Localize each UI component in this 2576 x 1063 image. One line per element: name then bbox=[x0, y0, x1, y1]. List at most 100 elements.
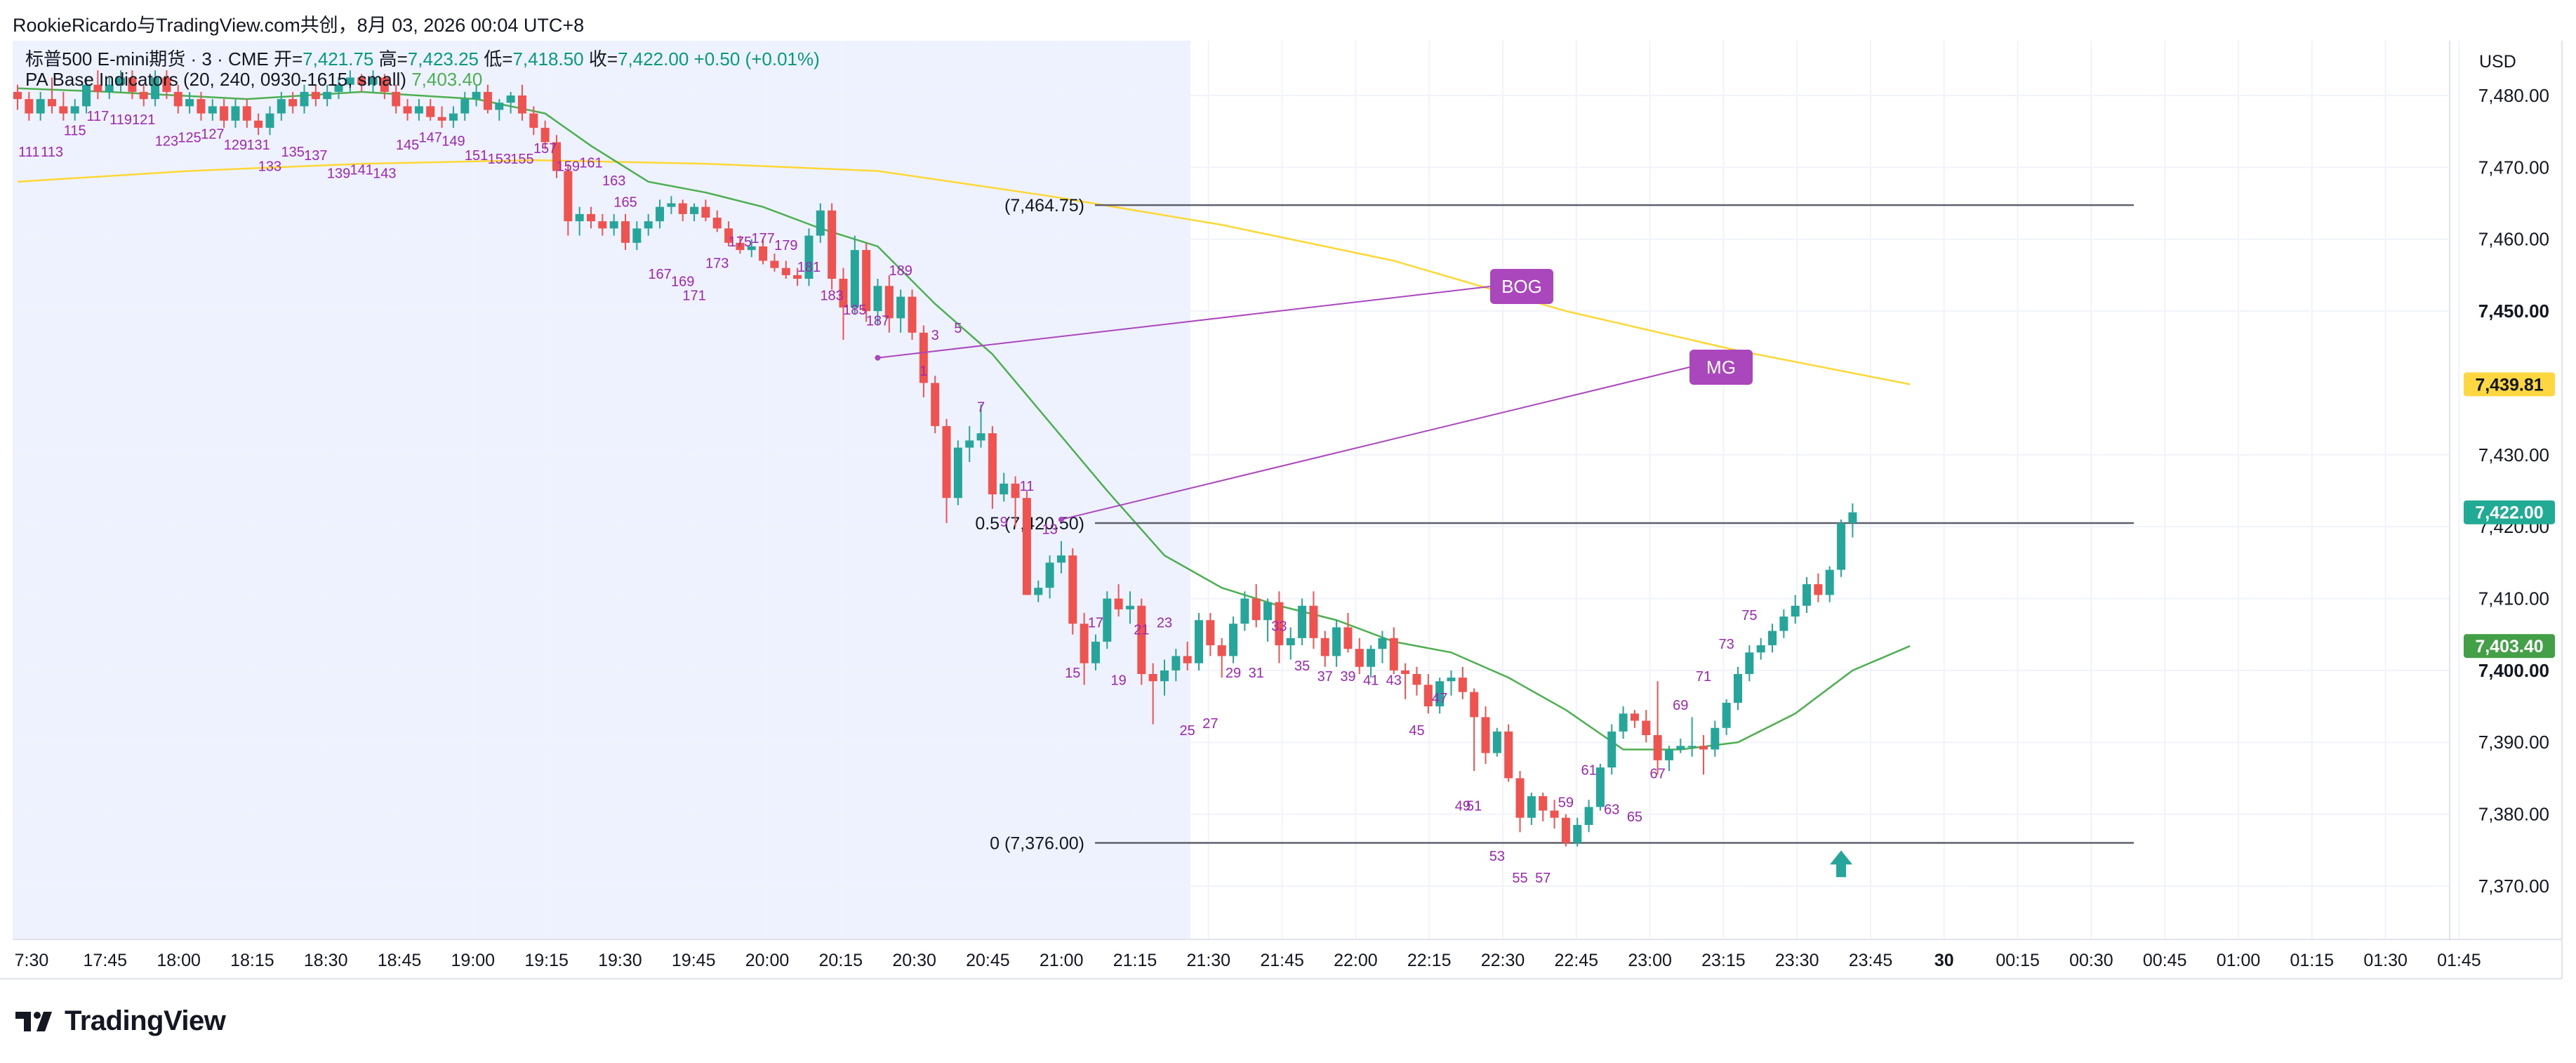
time-tick-label: 19:45 bbox=[672, 951, 716, 970]
candle-body bbox=[1011, 483, 1020, 499]
annotation-anchor[interactable] bbox=[875, 355, 881, 361]
candle-body bbox=[862, 250, 871, 312]
indicator-name[interactable]: PA Base Indicators (20, 240, 0930-1615, … bbox=[25, 69, 406, 90]
annotation-box[interactable] bbox=[1490, 269, 1553, 304]
bar-number-label: 51 bbox=[1466, 798, 1482, 814]
candle-body bbox=[1217, 645, 1226, 656]
bar-number-label: 39 bbox=[1340, 669, 1355, 685]
time-tick-label: 20:45 bbox=[966, 951, 1010, 970]
price-tick-label: 7,480.00 bbox=[2478, 85, 2549, 106]
candle-body bbox=[460, 99, 470, 114]
bar-number-label: 137 bbox=[304, 148, 327, 164]
candle-body bbox=[609, 221, 618, 229]
bar-number-label: 49 bbox=[1455, 798, 1470, 814]
candle-body bbox=[300, 91, 309, 107]
candle-body bbox=[896, 296, 905, 319]
time-tick-label: 01:30 bbox=[2363, 951, 2408, 970]
candle-body bbox=[667, 203, 676, 207]
price-tick-label: 7,370.00 bbox=[2478, 876, 2549, 897]
time-tick-label: 00:45 bbox=[2143, 951, 2187, 970]
time-tick-label: 22:15 bbox=[1407, 951, 1452, 970]
currency-label: USD bbox=[2479, 52, 2516, 72]
bar-number-label: 123 bbox=[155, 134, 178, 150]
candles bbox=[13, 70, 1857, 847]
candle-body bbox=[93, 84, 102, 92]
indicator-value: 7,403.40 bbox=[411, 69, 483, 90]
bar-number-label: 13 bbox=[1042, 522, 1057, 537]
annotation-anchor[interactable] bbox=[1058, 516, 1064, 522]
time-tick-label: 21:45 bbox=[1260, 951, 1304, 970]
candle-body bbox=[1022, 498, 1031, 595]
candle-body bbox=[334, 84, 343, 92]
candle-body bbox=[724, 228, 733, 243]
candle-body bbox=[839, 279, 848, 308]
time-tick-label: 17:45 bbox=[84, 951, 128, 970]
candle-body bbox=[242, 106, 251, 121]
bar-number-label: 121 bbox=[132, 112, 155, 128]
tradingview-logo[interactable]: TradingView bbox=[15, 1005, 226, 1037]
time-tick-label: 20:00 bbox=[745, 951, 790, 970]
candle-body bbox=[793, 275, 802, 279]
candle-body bbox=[1687, 746, 1697, 748]
candle-body bbox=[575, 213, 584, 222]
time-tick-label: 19:00 bbox=[451, 951, 496, 970]
symbol-name[interactable]: 标普500 E-mini期货 · 3 · CME bbox=[25, 48, 269, 70]
bar-number-label: 183 bbox=[820, 289, 843, 304]
candle-body bbox=[1584, 807, 1593, 825]
bar-number-label: 125 bbox=[178, 131, 201, 146]
bar-number-label: 117 bbox=[86, 109, 109, 124]
candle-body bbox=[105, 84, 114, 92]
candle-body bbox=[850, 250, 859, 308]
candle-body bbox=[690, 206, 699, 214]
time-tick-label: 18:45 bbox=[378, 951, 422, 970]
candle-body bbox=[13, 91, 22, 100]
candle-body bbox=[1802, 584, 1812, 606]
candle-body bbox=[162, 77, 171, 92]
candle-body bbox=[1125, 605, 1134, 609]
open-value: 7,421.75 bbox=[303, 48, 374, 70]
close-label: 收= bbox=[588, 48, 618, 70]
bar-number-label: 45 bbox=[1409, 723, 1424, 739]
bar-number-label: 31 bbox=[1249, 666, 1264, 681]
candle-body bbox=[25, 99, 34, 114]
candle-body bbox=[1653, 735, 1662, 760]
bar-number-label: 55 bbox=[1512, 871, 1527, 886]
candle-body bbox=[656, 206, 665, 222]
time-tick-label: 23:45 bbox=[1849, 951, 1893, 970]
bar-number-label: 153 bbox=[488, 152, 511, 167]
candle-body bbox=[1148, 673, 1157, 682]
bar-number-label: 151 bbox=[465, 148, 488, 164]
open-label: 开= bbox=[273, 48, 303, 70]
candle-body bbox=[1367, 649, 1376, 667]
candle-body bbox=[1355, 649, 1364, 667]
candle-body bbox=[1056, 555, 1065, 563]
candle-body bbox=[632, 228, 642, 243]
bar-number-label: 157 bbox=[533, 141, 557, 157]
candle-body bbox=[1195, 620, 1204, 663]
candle-body bbox=[1332, 627, 1341, 656]
candle-body bbox=[712, 218, 722, 229]
bar-number-label: 113 bbox=[41, 145, 63, 160]
candle-body bbox=[1343, 627, 1353, 649]
ma-240-line bbox=[17, 159, 1911, 385]
candle-body bbox=[1539, 796, 1548, 811]
candle-body bbox=[208, 106, 217, 114]
candle-body bbox=[1664, 749, 1673, 760]
bar-number-label: 169 bbox=[671, 274, 694, 289]
candle-body bbox=[1263, 602, 1273, 621]
candle-body bbox=[931, 383, 940, 426]
bar-number-label: 1 bbox=[919, 364, 927, 379]
bar-number-label: 3 bbox=[931, 328, 939, 343]
candle-body bbox=[495, 103, 504, 110]
annotation-box[interactable] bbox=[1689, 350, 1753, 385]
time-tick-label: 01:15 bbox=[2290, 951, 2335, 970]
candle-body bbox=[552, 142, 561, 171]
time-tick-label: 19:30 bbox=[598, 951, 642, 970]
bar-number-label: 29 bbox=[1226, 666, 1241, 681]
candle-body bbox=[506, 95, 515, 103]
candle-body bbox=[1034, 588, 1043, 595]
price-tick-label: 7,390.00 bbox=[2478, 732, 2549, 753]
bar-number-label: 53 bbox=[1489, 849, 1505, 864]
bar-number-label: 149 bbox=[441, 134, 465, 150]
